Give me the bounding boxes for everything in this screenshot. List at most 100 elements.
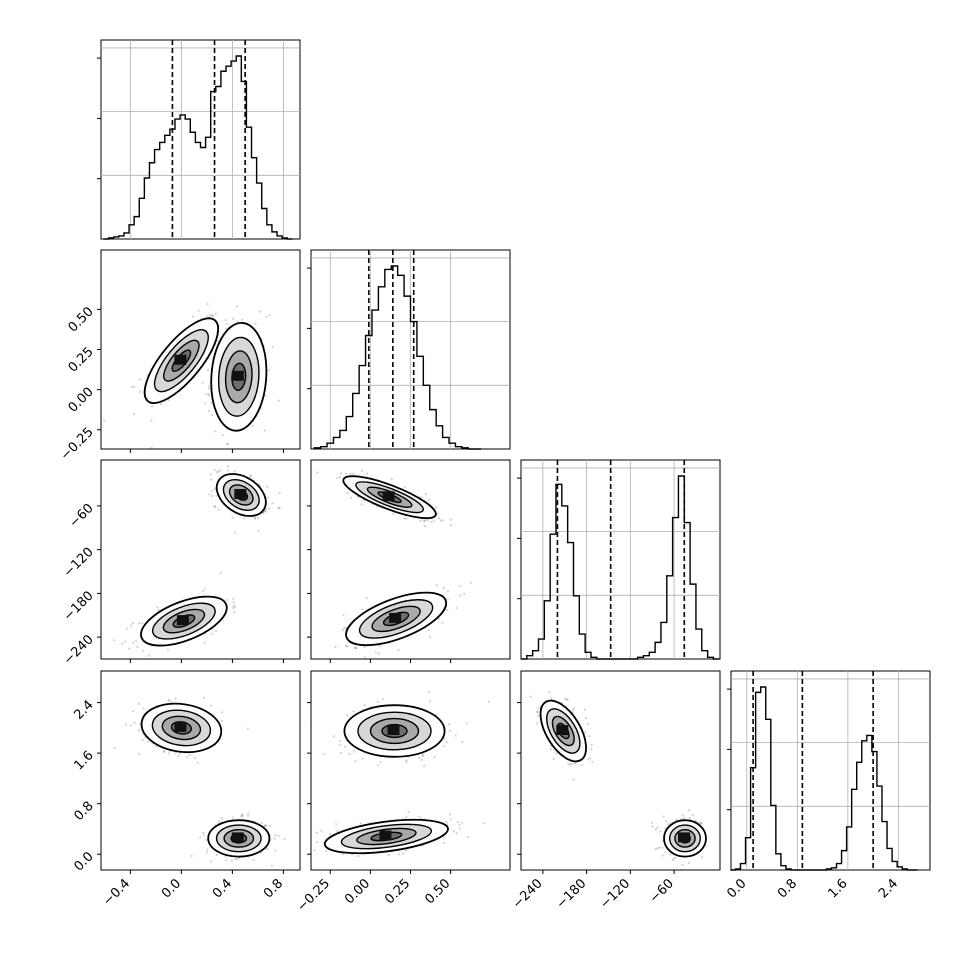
sample-point	[586, 722, 590, 725]
sample-point	[421, 754, 425, 758]
sample-point	[170, 701, 173, 704]
sample-point	[461, 821, 464, 824]
sample-point	[572, 778, 575, 781]
sample-point	[365, 597, 368, 600]
sample-point	[270, 864, 273, 867]
sample-point	[265, 507, 268, 510]
sample-point	[205, 315, 208, 318]
sample-point	[141, 739, 144, 742]
sample-point	[315, 831, 318, 834]
sample-point	[590, 743, 593, 747]
sample-point	[334, 645, 337, 649]
sample-point	[138, 752, 141, 755]
sample-point	[268, 507, 271, 510]
sample-point	[283, 838, 286, 841]
sample-point	[232, 606, 235, 610]
sample-point	[536, 710, 539, 713]
sample-point	[131, 385, 134, 388]
sample-point	[402, 517, 405, 520]
sample-point	[249, 475, 252, 478]
sample-point	[168, 698, 171, 701]
sample-point	[215, 494, 218, 498]
sample-point	[343, 627, 346, 630]
sample-point	[439, 519, 443, 522]
sample-point	[264, 394, 267, 397]
sample-point	[434, 506, 437, 509]
panel-frame	[730, 670, 931, 871]
panel-frame	[520, 459, 721, 660]
sample-point	[442, 745, 445, 748]
sample-point	[445, 821, 448, 824]
sample-point	[233, 470, 236, 473]
sample-point	[134, 639, 138, 642]
sample-point	[354, 760, 357, 763]
sample-point	[345, 472, 348, 475]
sample-point	[651, 825, 654, 828]
panels-layer	[97, 39, 931, 874]
sample-point	[435, 583, 438, 587]
sample-point	[190, 854, 193, 858]
sample-point	[325, 850, 328, 853]
sample-point	[133, 721, 136, 724]
sample-point	[354, 646, 357, 649]
sample-point	[405, 849, 408, 852]
sample-point	[377, 764, 380, 767]
sample-point	[350, 496, 353, 499]
sample-point	[137, 702, 140, 706]
sample-point	[231, 516, 234, 519]
sample-point	[405, 517, 408, 520]
sample-point	[671, 859, 674, 862]
sample-point	[397, 648, 400, 652]
sample-point	[691, 813, 694, 817]
sample-point	[349, 472, 352, 475]
panel-frame	[100, 39, 301, 240]
sample-point	[341, 853, 344, 856]
sample-point	[150, 419, 153, 422]
sample-point	[366, 472, 369, 475]
sample-point	[672, 857, 675, 860]
sample-point	[274, 834, 277, 837]
density-peak-bin	[231, 370, 244, 381]
sample-point	[338, 739, 341, 743]
sample-point	[364, 656, 367, 659]
sample-point	[232, 601, 235, 604]
density-peak-bin	[556, 725, 569, 735]
sample-point	[446, 598, 449, 601]
sample-point	[266, 496, 270, 499]
sample-point	[448, 813, 451, 816]
histogram-panel-4	[727, 670, 931, 871]
sample-point	[458, 585, 461, 588]
sample-point	[271, 345, 274, 349]
density-peak-bin	[234, 489, 247, 499]
sample-point	[443, 836, 446, 839]
sample-point	[405, 760, 408, 764]
sample-point	[428, 498, 431, 501]
sample-point	[233, 531, 236, 534]
sample-point	[428, 700, 431, 703]
sample-point	[211, 314, 214, 317]
sample-point	[132, 641, 135, 645]
sample-point	[205, 393, 208, 396]
sample-point	[550, 697, 553, 700]
sample-point	[273, 837, 276, 840]
sample-point	[469, 581, 472, 584]
sample-point	[441, 621, 444, 624]
sample-point	[131, 622, 134, 625]
sample-point	[320, 829, 323, 832]
sample-point	[566, 698, 569, 701]
sample-point	[665, 819, 668, 823]
sample-point	[345, 644, 348, 648]
density-peak-bin	[379, 830, 392, 841]
sample-point	[221, 433, 224, 436]
scatter-panel-2-4	[307, 670, 511, 874]
sample-point	[208, 410, 211, 413]
sample-point	[661, 846, 664, 850]
sample-point	[352, 710, 355, 713]
density-peak-bin	[176, 615, 189, 626]
sample-point	[378, 645, 381, 648]
sample-point	[197, 309, 200, 312]
sample-point	[421, 753, 425, 756]
sample-point	[217, 470, 220, 473]
sample-point	[423, 525, 426, 528]
